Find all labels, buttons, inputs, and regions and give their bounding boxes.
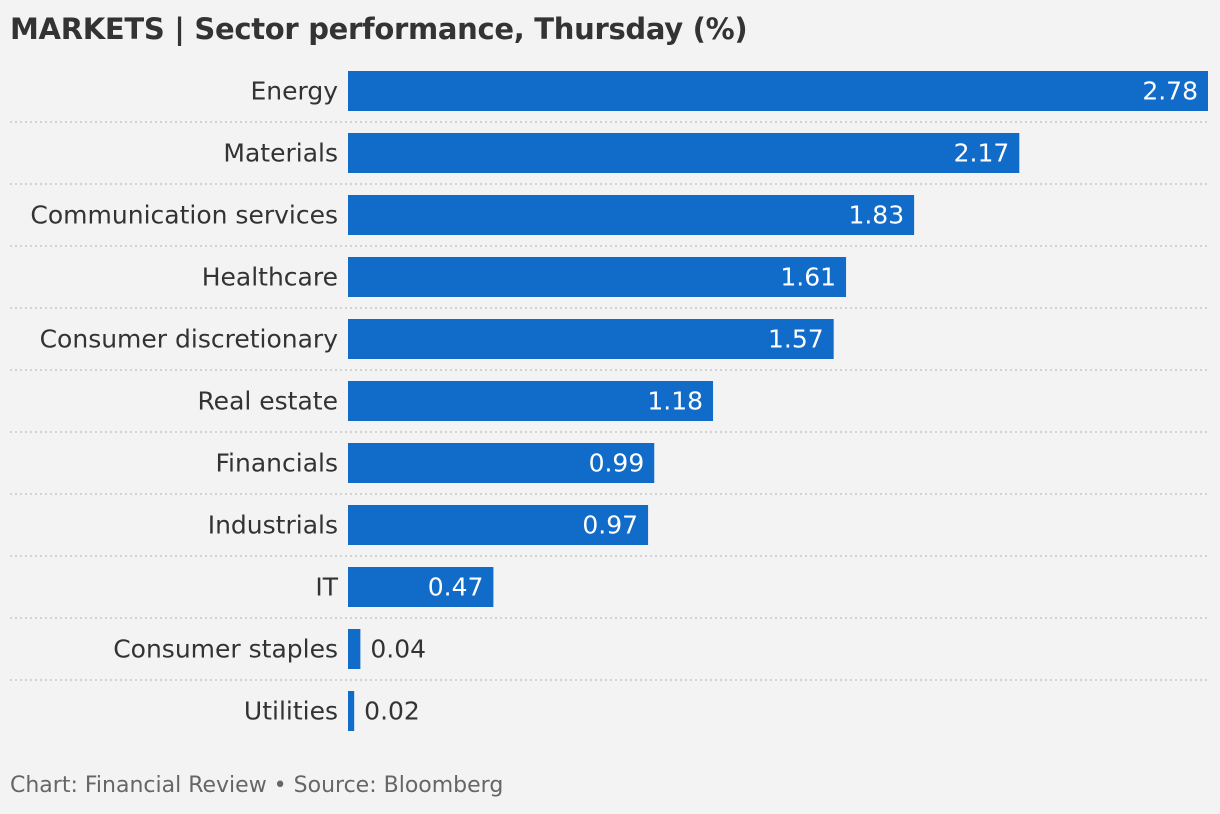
bar-materials — [348, 133, 1020, 173]
category-label-industrials: Industrials — [208, 511, 338, 540]
category-label-healthcare: Healthcare — [202, 263, 338, 292]
value-label-energy: 2.78 — [1142, 77, 1198, 106]
bar-industrials — [348, 505, 649, 545]
value-label-utilities: 0.02 — [364, 697, 420, 726]
category-label-consumer-discretionary: Consumer discretionary — [40, 325, 339, 354]
bar-communication-services — [348, 195, 915, 235]
bar-real-estate — [348, 381, 714, 421]
bar-utilities — [348, 691, 355, 731]
category-label-utilities: Utilities — [244, 697, 338, 726]
value-label-industrials: 0.97 — [582, 511, 638, 540]
bar-consumer-staples — [348, 629, 361, 669]
value-label-communication-services: 1.83 — [848, 201, 904, 230]
category-label-energy: Energy — [250, 77, 338, 106]
bar-financials — [348, 443, 655, 483]
category-label-financials: Financials — [216, 449, 339, 478]
chart-title: MARKETS | Sector performance, Thursday (… — [10, 12, 748, 46]
category-label-real-estate: Real estate — [197, 387, 338, 416]
bar-consumer-discretionary — [348, 319, 834, 359]
category-label-consumer-staples: Consumer staples — [113, 635, 338, 664]
bar-it — [348, 567, 494, 607]
value-label-healthcare: 1.61 — [780, 263, 836, 292]
value-label-materials: 2.17 — [954, 139, 1010, 168]
value-label-financials: 0.99 — [589, 449, 645, 478]
value-label-it: 0.47 — [428, 573, 484, 602]
bar-energy — [348, 71, 1208, 111]
category-label-materials: Materials — [223, 139, 338, 168]
chart-footer-credit: Chart: Financial Review • Source: Bloomb… — [10, 773, 504, 798]
bar-chart: Energy 2.78 Materials 2.17 Communication ser… — [10, 71, 1208, 731]
category-label-it: IT — [315, 573, 338, 602]
value-label-consumer-discretionary: 1.57 — [768, 325, 824, 354]
value-label-consumer-staples: 0.04 — [370, 635, 426, 664]
category-label-communication-services: Communication services — [30, 201, 338, 230]
value-label-real-estate: 1.18 — [647, 387, 703, 416]
bar-healthcare — [348, 257, 847, 297]
